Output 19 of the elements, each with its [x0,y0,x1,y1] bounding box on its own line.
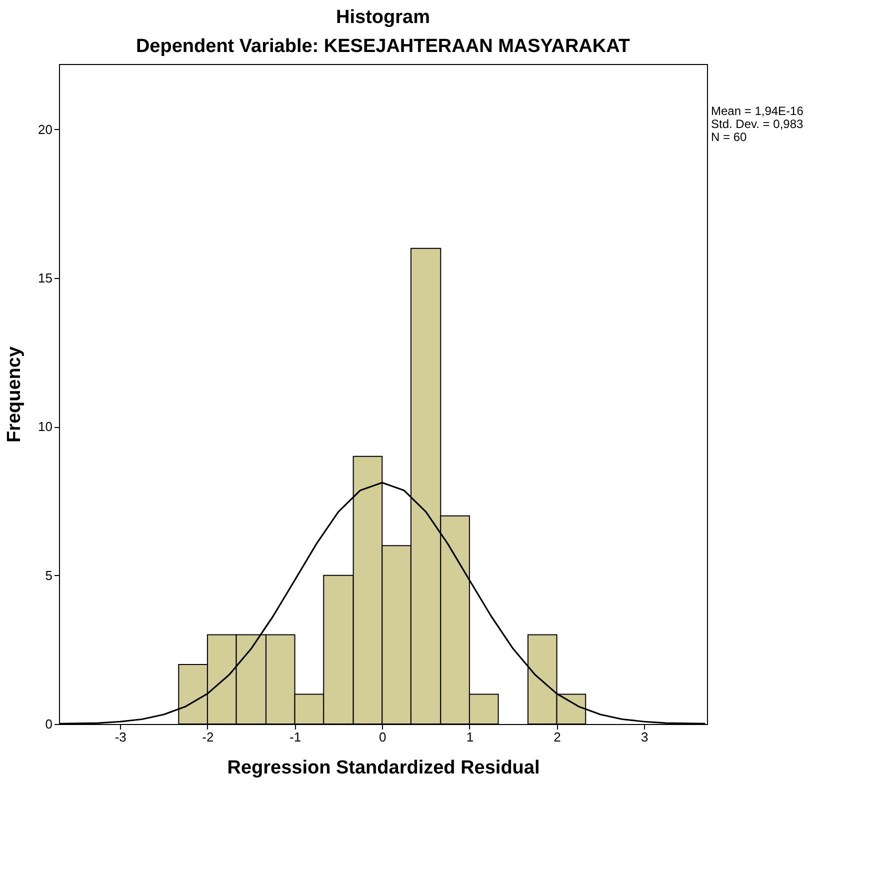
text: N = 60 [711,130,748,144]
x-tick-label: 0 [379,730,386,744]
y-tick-label: 20 [38,122,52,137]
y-tick-label: 15 [38,270,52,286]
chart-subtitle: Dependent Variable: KESEJAHTERAAN MASYARAKAT [136,36,630,57]
y-tick-label: 0 [45,716,52,732]
x-tick-label: 1 [466,730,474,744]
x-tick-label: 3 [641,730,648,744]
text: Mean = 1,94E-16 [711,104,804,118]
y-tick-label: 5 [45,568,52,583]
x-axis-title: Regression Standardized Residual [227,758,540,778]
x-tick-label: -2 [202,730,214,744]
y-axis-title: Frequency [4,346,26,443]
y-tick-label: 10 [38,419,52,434]
x-tick-label: -1 [290,730,302,744]
text: Std. Dev. = 0,983 [711,117,804,131]
x-tick-label: 2 [554,730,561,744]
x-tick-label: -3 [114,730,126,744]
chart-title: Histogram [336,7,430,28]
